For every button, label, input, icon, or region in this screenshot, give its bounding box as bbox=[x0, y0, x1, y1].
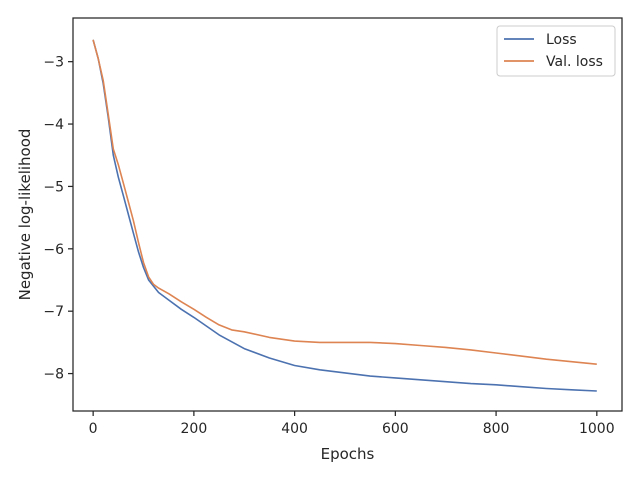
x-tick-label: 0 bbox=[89, 421, 98, 437]
y-tick-label: −5 bbox=[43, 179, 64, 195]
x-tick-label: 1000 bbox=[579, 421, 615, 437]
series-line-1 bbox=[92, 39, 597, 365]
legend: Loss Val. loss bbox=[496, 25, 616, 77]
y-axis-label: Negative log-likelihood bbox=[16, 129, 34, 301]
x-axis-label: Epochs bbox=[321, 445, 375, 463]
ticks-layer: 0 200 400 600 800 1000 −3 −4 −5 −6 −7 −8 bbox=[43, 55, 614, 437]
y-tick-label: −3 bbox=[43, 55, 64, 71]
plot-frame bbox=[72, 17, 623, 412]
legend-label-val-loss: Val. loss bbox=[546, 54, 603, 70]
y-tick-label: −4 bbox=[43, 117, 64, 133]
x-tick-label: 600 bbox=[382, 421, 409, 437]
y-tick-label: −7 bbox=[43, 304, 64, 320]
y-tick-label: −6 bbox=[43, 242, 64, 258]
x-tick-label: 200 bbox=[181, 421, 208, 437]
series-line-0 bbox=[92, 39, 597, 392]
legend-label-loss: Loss bbox=[546, 32, 577, 48]
x-tick-label: 800 bbox=[483, 421, 510, 437]
series-layer bbox=[92, 39, 597, 392]
y-tick-label: −8 bbox=[43, 367, 64, 383]
x-tick-label: 400 bbox=[281, 421, 308, 437]
